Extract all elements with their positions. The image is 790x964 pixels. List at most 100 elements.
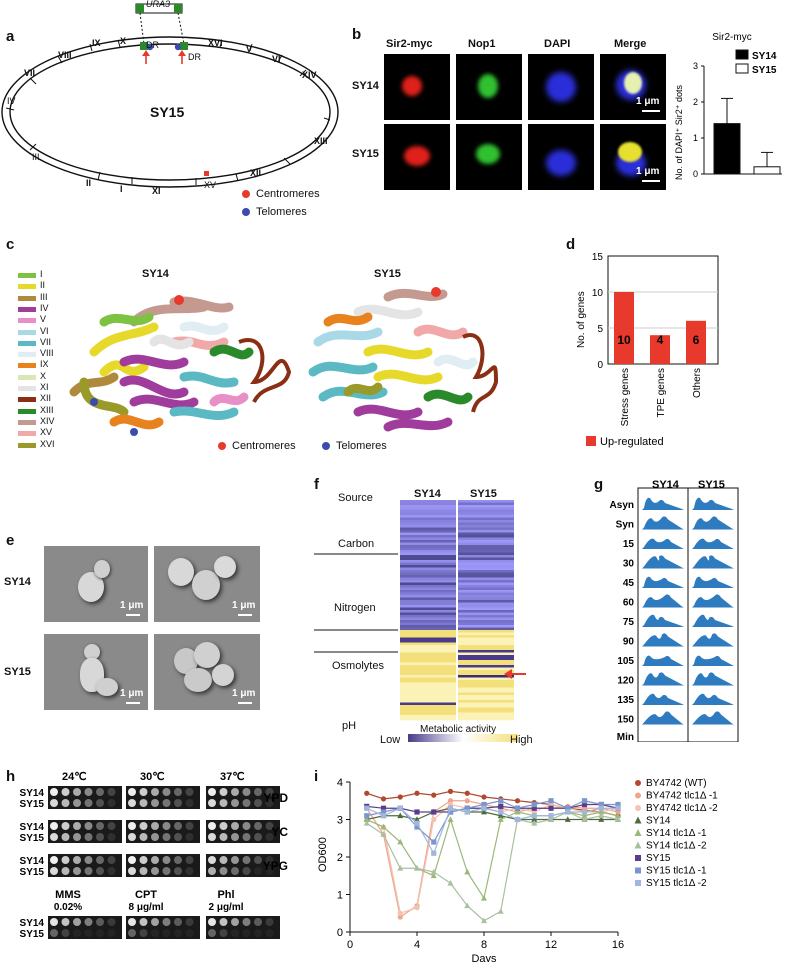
spot [174,867,182,875]
heatmap-cell [400,582,456,586]
panel-c-legend-label: I [40,269,43,279]
spot [96,867,104,875]
micrograph-sy15-merge: 1 μm [600,124,666,190]
heatmap-cell [458,592,514,596]
heatmap-cell [458,517,514,521]
spot [231,929,239,937]
panel-h-temp-label: 24℃ [62,771,87,783]
panel-i-point [514,798,521,804]
heatmap-cell [400,550,456,553]
spot [231,867,239,875]
spot [107,799,116,807]
heatmap-cell [458,597,514,601]
panel-i-point [565,809,571,815]
panel-i-legend-label: BY4742 tlc1Δ -2 [646,803,718,814]
panel-c-legend-label: IV [40,302,49,313]
scale-label-sy15: 1 μm [636,166,660,177]
panel-h-strain-label: SY14 [20,918,45,929]
heatmap-cell [400,712,456,716]
spot [96,822,104,830]
panel-h-strain-label: SY14 [20,856,45,867]
spot [242,856,251,864]
spot [185,788,194,796]
heatmap-cell [400,692,456,696]
spot [107,822,116,830]
centromere-legend-label: Centromeres [256,188,320,200]
panel-c-legend-swatch [18,295,36,301]
heatmap-cell [458,600,514,603]
heatmap-cell [400,652,456,656]
heatmap-cell [400,585,456,588]
panel-i-point [497,812,504,819]
panel-b-legend-label: SY15 [752,65,777,76]
spot [73,833,81,841]
heatmap-cell [400,525,456,528]
panel-i-ytick-label: 3 [337,815,343,827]
heatmap-cell [400,565,456,568]
heatmap-cell [458,515,514,518]
panel-i-legend-marker [635,792,641,799]
panel-i-point [380,805,387,811]
heatmap-cell [400,675,456,678]
panel-b-legend-swatch [735,63,749,74]
panel-f-col-sy15: SY15 [470,488,497,500]
panel-c-legend-swatch [18,306,36,312]
panel-letter-g: g [594,476,604,493]
heatmap-cell [458,522,514,526]
facs-histogram [642,576,684,588]
micrograph-sy14-dapi [528,54,594,120]
heatmap-cell [400,560,456,563]
centromere-legend-dot [242,190,250,198]
spot [185,856,194,864]
panel-i-point [414,809,420,815]
chrom-label-XIII: XIII [314,136,328,146]
panel-c-legend-label: IX [40,359,49,370]
panel-f-group-carbon: Carbon [338,538,375,550]
spot [231,833,239,841]
heatmap-cell [400,575,456,578]
spot [139,799,148,807]
panel-i-point [498,803,504,809]
panel-b-bar [713,123,741,175]
spot [128,799,136,807]
spot [61,833,70,841]
panel-g-row-label: 90 [623,637,635,648]
micrograph-sy14-merge: 1 μm [600,54,666,120]
panel-i-ytick-label: 0 [337,927,343,939]
heatmap-cell [400,555,456,558]
facs-histogram [642,538,684,549]
heatmap-cell [400,577,456,581]
heatmap-cell [458,702,514,706]
heatmap-cell [458,660,514,663]
spot [61,822,70,830]
heatmap-cell [458,637,514,641]
panel-i-legend-label: SY15 tlc1Δ -1 [646,866,707,877]
spot [84,929,93,937]
heatmap-cell [458,625,514,628]
panel-c-legend-label: XIV [40,415,55,426]
heatmap-cell [458,635,514,638]
spot [242,799,251,807]
panel-c-legend-label: III [40,291,48,302]
facs-histogram [642,594,684,608]
spot [73,867,81,875]
heatmap-cell [400,660,456,663]
panel-d-bar-label: 10 [617,333,631,347]
chrom-label-X: X [120,36,127,46]
heatmap-cell [458,512,514,516]
spot [151,788,159,796]
panel-i-point [447,798,454,804]
chrom-label-IX: IX [92,38,101,48]
panel-i-point [464,790,470,796]
spot [107,867,116,875]
spot [151,867,159,875]
heatmap-cell [400,597,456,601]
chrom-label-XII: XII [250,168,262,178]
panel-i-point [464,798,470,804]
heatmap-cell [400,547,456,551]
heatmap-cell [458,685,514,688]
panel-c-legend-label: V [40,314,47,325]
facs-histogram [642,655,684,666]
panel-i-ytick-label: 2 [337,852,343,864]
panel-i-legend-label: SY15 [646,853,671,864]
